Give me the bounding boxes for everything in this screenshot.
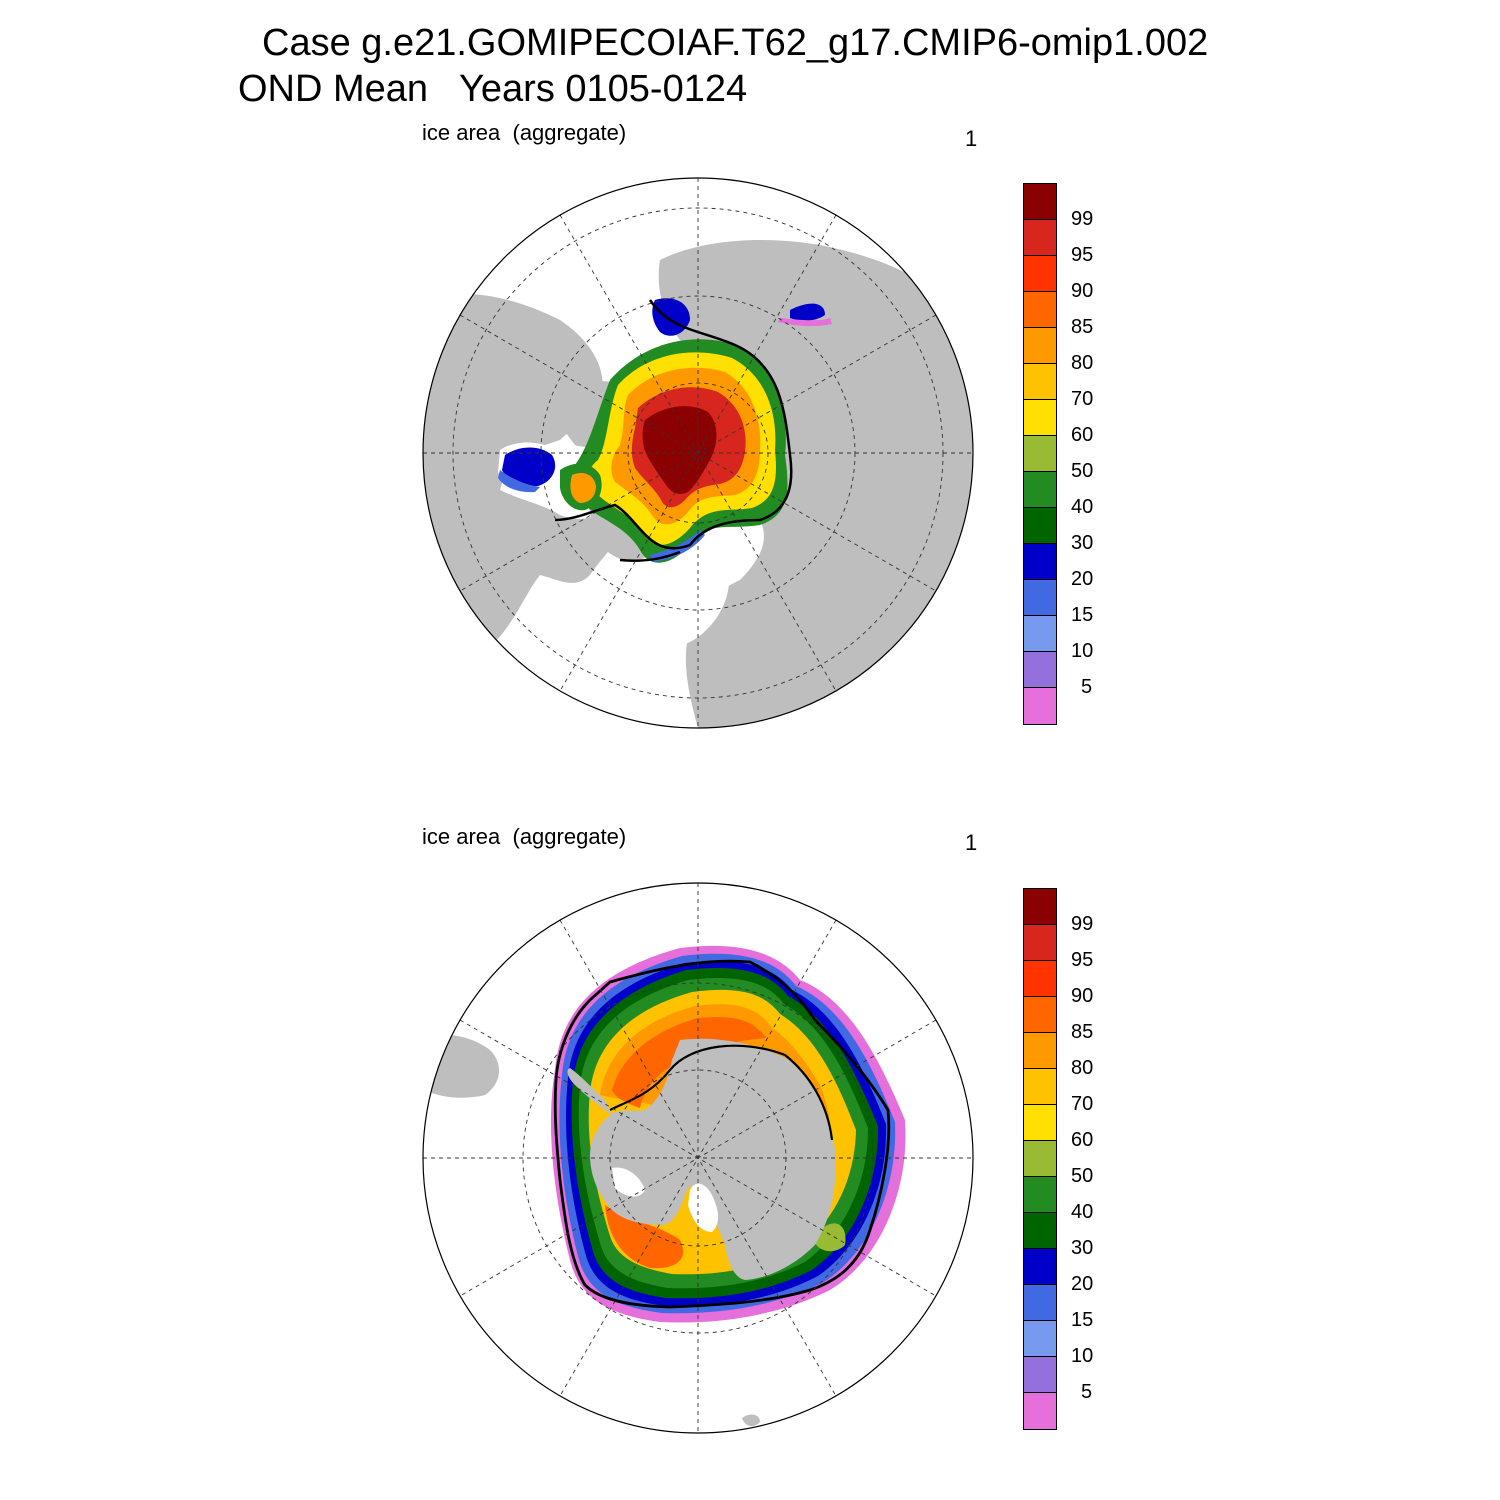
colorbar-swatch (1023, 1032, 1057, 1070)
south-panel-label: ice area (aggregate) (422, 824, 627, 849)
colorbar-swatch (1023, 1248, 1057, 1286)
colorbar-tick-label: 50 (1071, 1165, 1094, 1187)
bering-ice-edge (778, 318, 832, 327)
colorbar-tick-label: 5 (1071, 676, 1093, 698)
colorbar-swatch (1023, 327, 1057, 365)
north-map-border (422, 177, 974, 729)
colorbar-tick-label: 40 (1071, 496, 1094, 518)
bering-ice (790, 303, 825, 321)
colorbar-swatch (1023, 924, 1057, 962)
colorbar-tick-label: 80 (1071, 1057, 1094, 1079)
figure-title-line-1: Case g.e21.GOMIPECOIAF.T62_g17.CMIP6-omi… (262, 22, 1209, 64)
colorbar-tick-label: 10 (1071, 640, 1094, 662)
colorbar-tick-label: 50 (1071, 460, 1094, 482)
south-graticule (423, 883, 973, 1433)
norwegian-sea (640, 545, 730, 647)
hudson-bay-ice (502, 447, 556, 487)
north-panel-label: ice area (aggregate) (422, 120, 627, 145)
colorbar-tick-label: 60 (1071, 1129, 1094, 1151)
colorbar-tick-label: 20 (1071, 1273, 1094, 1295)
south-colorbar (1023, 888, 1057, 1430)
colorbar-swatch (1023, 435, 1057, 473)
colorbar-swatch (1023, 399, 1057, 437)
ice-edge-contour-south (553, 959, 891, 1309)
south-panel-units: 1 (965, 830, 978, 855)
north-polar-map (423, 178, 973, 728)
ice-band-90 (612, 1016, 766, 1108)
south-polar-map (423, 883, 973, 1433)
antarctic-peninsula (567, 1068, 612, 1115)
colorbar-tick-label: 85 (1071, 316, 1094, 338)
colorbar-swatch (1023, 1140, 1057, 1178)
colorbar-swatch (1023, 1104, 1057, 1142)
colorbar-swatch (1023, 1284, 1057, 1322)
greenland-sea-ice-edge (650, 530, 705, 562)
colorbar-tick-label: 10 (1071, 1345, 1094, 1367)
colorbar-tick-label: 90 (1071, 280, 1094, 302)
ice-edge-contour-north (554, 299, 793, 550)
colorbar-tick-label: 70 (1071, 1093, 1094, 1115)
colorbar-swatch (1023, 543, 1057, 581)
colorbar-swatch (1023, 960, 1057, 998)
hudson-bay-ice-edge (498, 470, 540, 493)
baffin-ice-inner (570, 473, 596, 503)
colorbar-tick-label: 20 (1071, 568, 1094, 590)
weddell-ice-85 (605, 1205, 684, 1269)
colorbar-swatch (1023, 651, 1057, 689)
colorbar-swatch (1023, 1356, 1057, 1394)
colorbar-tick-label: 90 (1071, 985, 1094, 1007)
figure-title-line-2: OND Mean Years 0105-0124 (238, 68, 748, 110)
colorbar-tick-label: 70 (1071, 388, 1094, 410)
colorbar-tick-label: 99 (1071, 913, 1094, 935)
north-america-land (423, 293, 634, 660)
colorbar-tick-label: 99 (1071, 208, 1094, 230)
colorbar-tick-label: 60 (1071, 424, 1094, 446)
colorbar-tick-label: 30 (1071, 532, 1094, 554)
colorbar-swatch (1023, 888, 1057, 926)
small-island (742, 1414, 760, 1427)
colorbar-tick-label: 5 (1071, 1381, 1093, 1403)
colorbar-tick-label: 85 (1071, 1021, 1094, 1043)
colorbar-swatch (1023, 255, 1057, 293)
weddell-ice-shelf (612, 1167, 645, 1197)
colorbar-swatch (1023, 1212, 1057, 1250)
colorbar-tick-label: 95 (1071, 244, 1094, 266)
ross-ice-shelf (688, 1183, 719, 1232)
south-map-border (422, 882, 974, 1434)
colorbar-swatch (1023, 1392, 1057, 1430)
north-graticule (423, 178, 973, 728)
colorbar-tick-label: 15 (1071, 604, 1094, 626)
north-colorbar (1023, 183, 1057, 725)
colorbar-tick-label: 40 (1071, 1201, 1094, 1223)
colorbar-swatch (1023, 615, 1057, 653)
colorbar-tick-label: 15 (1071, 1309, 1094, 1331)
colorbar-tick-label: 80 (1071, 352, 1094, 374)
greenland-sea-contour (619, 550, 681, 562)
colorbar-swatch (1023, 1320, 1057, 1358)
colorbar-swatch (1023, 996, 1057, 1034)
antarctica-land (590, 1038, 836, 1280)
colorbar-swatch (1023, 183, 1057, 221)
colorbar-swatch (1023, 1068, 1057, 1106)
colorbar-swatch (1023, 291, 1057, 329)
colorbar-swatch (1023, 687, 1057, 725)
antarctic-coast-contour (609, 1044, 834, 1141)
colorbar-tick-label: 30 (1071, 1237, 1094, 1259)
colorbar-swatch (1023, 219, 1057, 257)
colorbar-swatch (1023, 471, 1057, 509)
colorbar-swatch (1023, 1176, 1057, 1214)
north-panel-units: 1 (965, 126, 978, 151)
colorbar-swatch (1023, 507, 1057, 545)
colorbar-tick-label: 95 (1071, 949, 1094, 971)
colorbar-swatch (1023, 579, 1057, 617)
colorbar-swatch (1023, 363, 1057, 401)
